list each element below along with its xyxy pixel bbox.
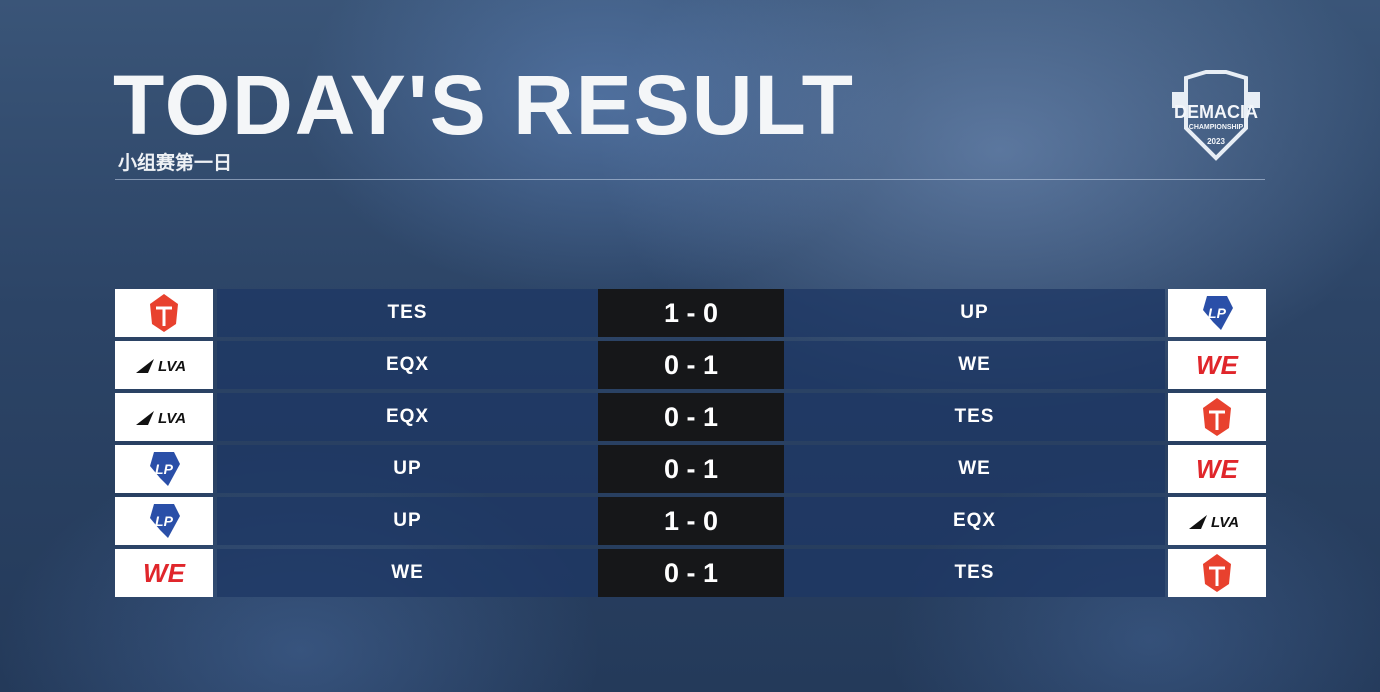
match-score: 0 - 1 (598, 393, 784, 441)
demacia-championship-logo: DEMACIA CHAMPIONSHIP 2023 (1172, 70, 1260, 161)
svg-text:WE: WE (143, 559, 186, 587)
away-team-name: UP (784, 289, 1165, 337)
match-row: LVA EQX 0 - 1 TES (115, 393, 1266, 441)
svg-text:LP: LP (155, 513, 174, 529)
tes-logo-icon (115, 289, 213, 337)
match-row: TES 1 - 0 UP LP (115, 289, 1266, 337)
svg-text:CHAMPIONSHIP: CHAMPIONSHIP (1189, 124, 1244, 131)
home-team-name: WE (217, 549, 598, 597)
match-row: LVA EQX 0 - 1 WE WE (115, 341, 1266, 389)
tes-logo-icon (1168, 393, 1266, 441)
match-score: 0 - 1 (598, 549, 784, 597)
up-logo-icon: LP (1168, 289, 1266, 337)
divider (115, 179, 1265, 180)
svg-text:2023: 2023 (1207, 137, 1225, 146)
tes-logo-icon (1168, 549, 1266, 597)
page-title: TODAY'S RESULT (113, 58, 855, 152)
away-team-name: WE (784, 341, 1165, 389)
up-logo-icon: LP (115, 445, 213, 493)
match-score: 1 - 0 (598, 289, 784, 337)
svg-text:LVA: LVA (158, 358, 186, 375)
svg-text:WE: WE (1196, 351, 1239, 379)
svg-text:LP: LP (155, 461, 174, 477)
match-row: LP UP 0 - 1 WE WE (115, 445, 1266, 493)
up-logo-icon: LP (115, 497, 213, 545)
svg-text:LVA: LVA (158, 410, 186, 427)
svg-text:LVA: LVA (1211, 514, 1239, 531)
match-score: 0 - 1 (598, 341, 784, 389)
match-score: 1 - 0 (598, 497, 784, 545)
we-logo-icon: WE (1168, 341, 1266, 389)
away-team-name: EQX (784, 497, 1165, 545)
lva-logo-icon: LVA (115, 341, 213, 389)
svg-text:WE: WE (1196, 455, 1239, 483)
away-team-name: TES (784, 549, 1165, 597)
we-logo-icon: WE (1168, 445, 1266, 493)
match-score: 0 - 1 (598, 445, 784, 493)
svg-text:LP: LP (1208, 305, 1227, 321)
away-team-name: WE (784, 445, 1165, 493)
svg-text:DEMACIA: DEMACIA (1174, 102, 1258, 122)
results-table: TES 1 - 0 UP LP LVA EQX 0 - 1 WE WE LVA EQ… (115, 289, 1266, 601)
match-row: WE WE 0 - 1 TES (115, 549, 1266, 597)
home-team-name: EQX (217, 341, 598, 389)
home-team-name: UP (217, 445, 598, 493)
page-subtitle: 小组赛第一日 (118, 152, 233, 174)
we-logo-icon: WE (115, 549, 213, 597)
away-team-name: TES (784, 393, 1165, 441)
lva-logo-icon: LVA (1168, 497, 1266, 545)
home-team-name: EQX (217, 393, 598, 441)
lva-logo-icon: LVA (115, 393, 213, 441)
home-team-name: UP (217, 497, 598, 545)
home-team-name: TES (217, 289, 598, 337)
match-row: LP UP 1 - 0 EQX LVA (115, 497, 1266, 545)
